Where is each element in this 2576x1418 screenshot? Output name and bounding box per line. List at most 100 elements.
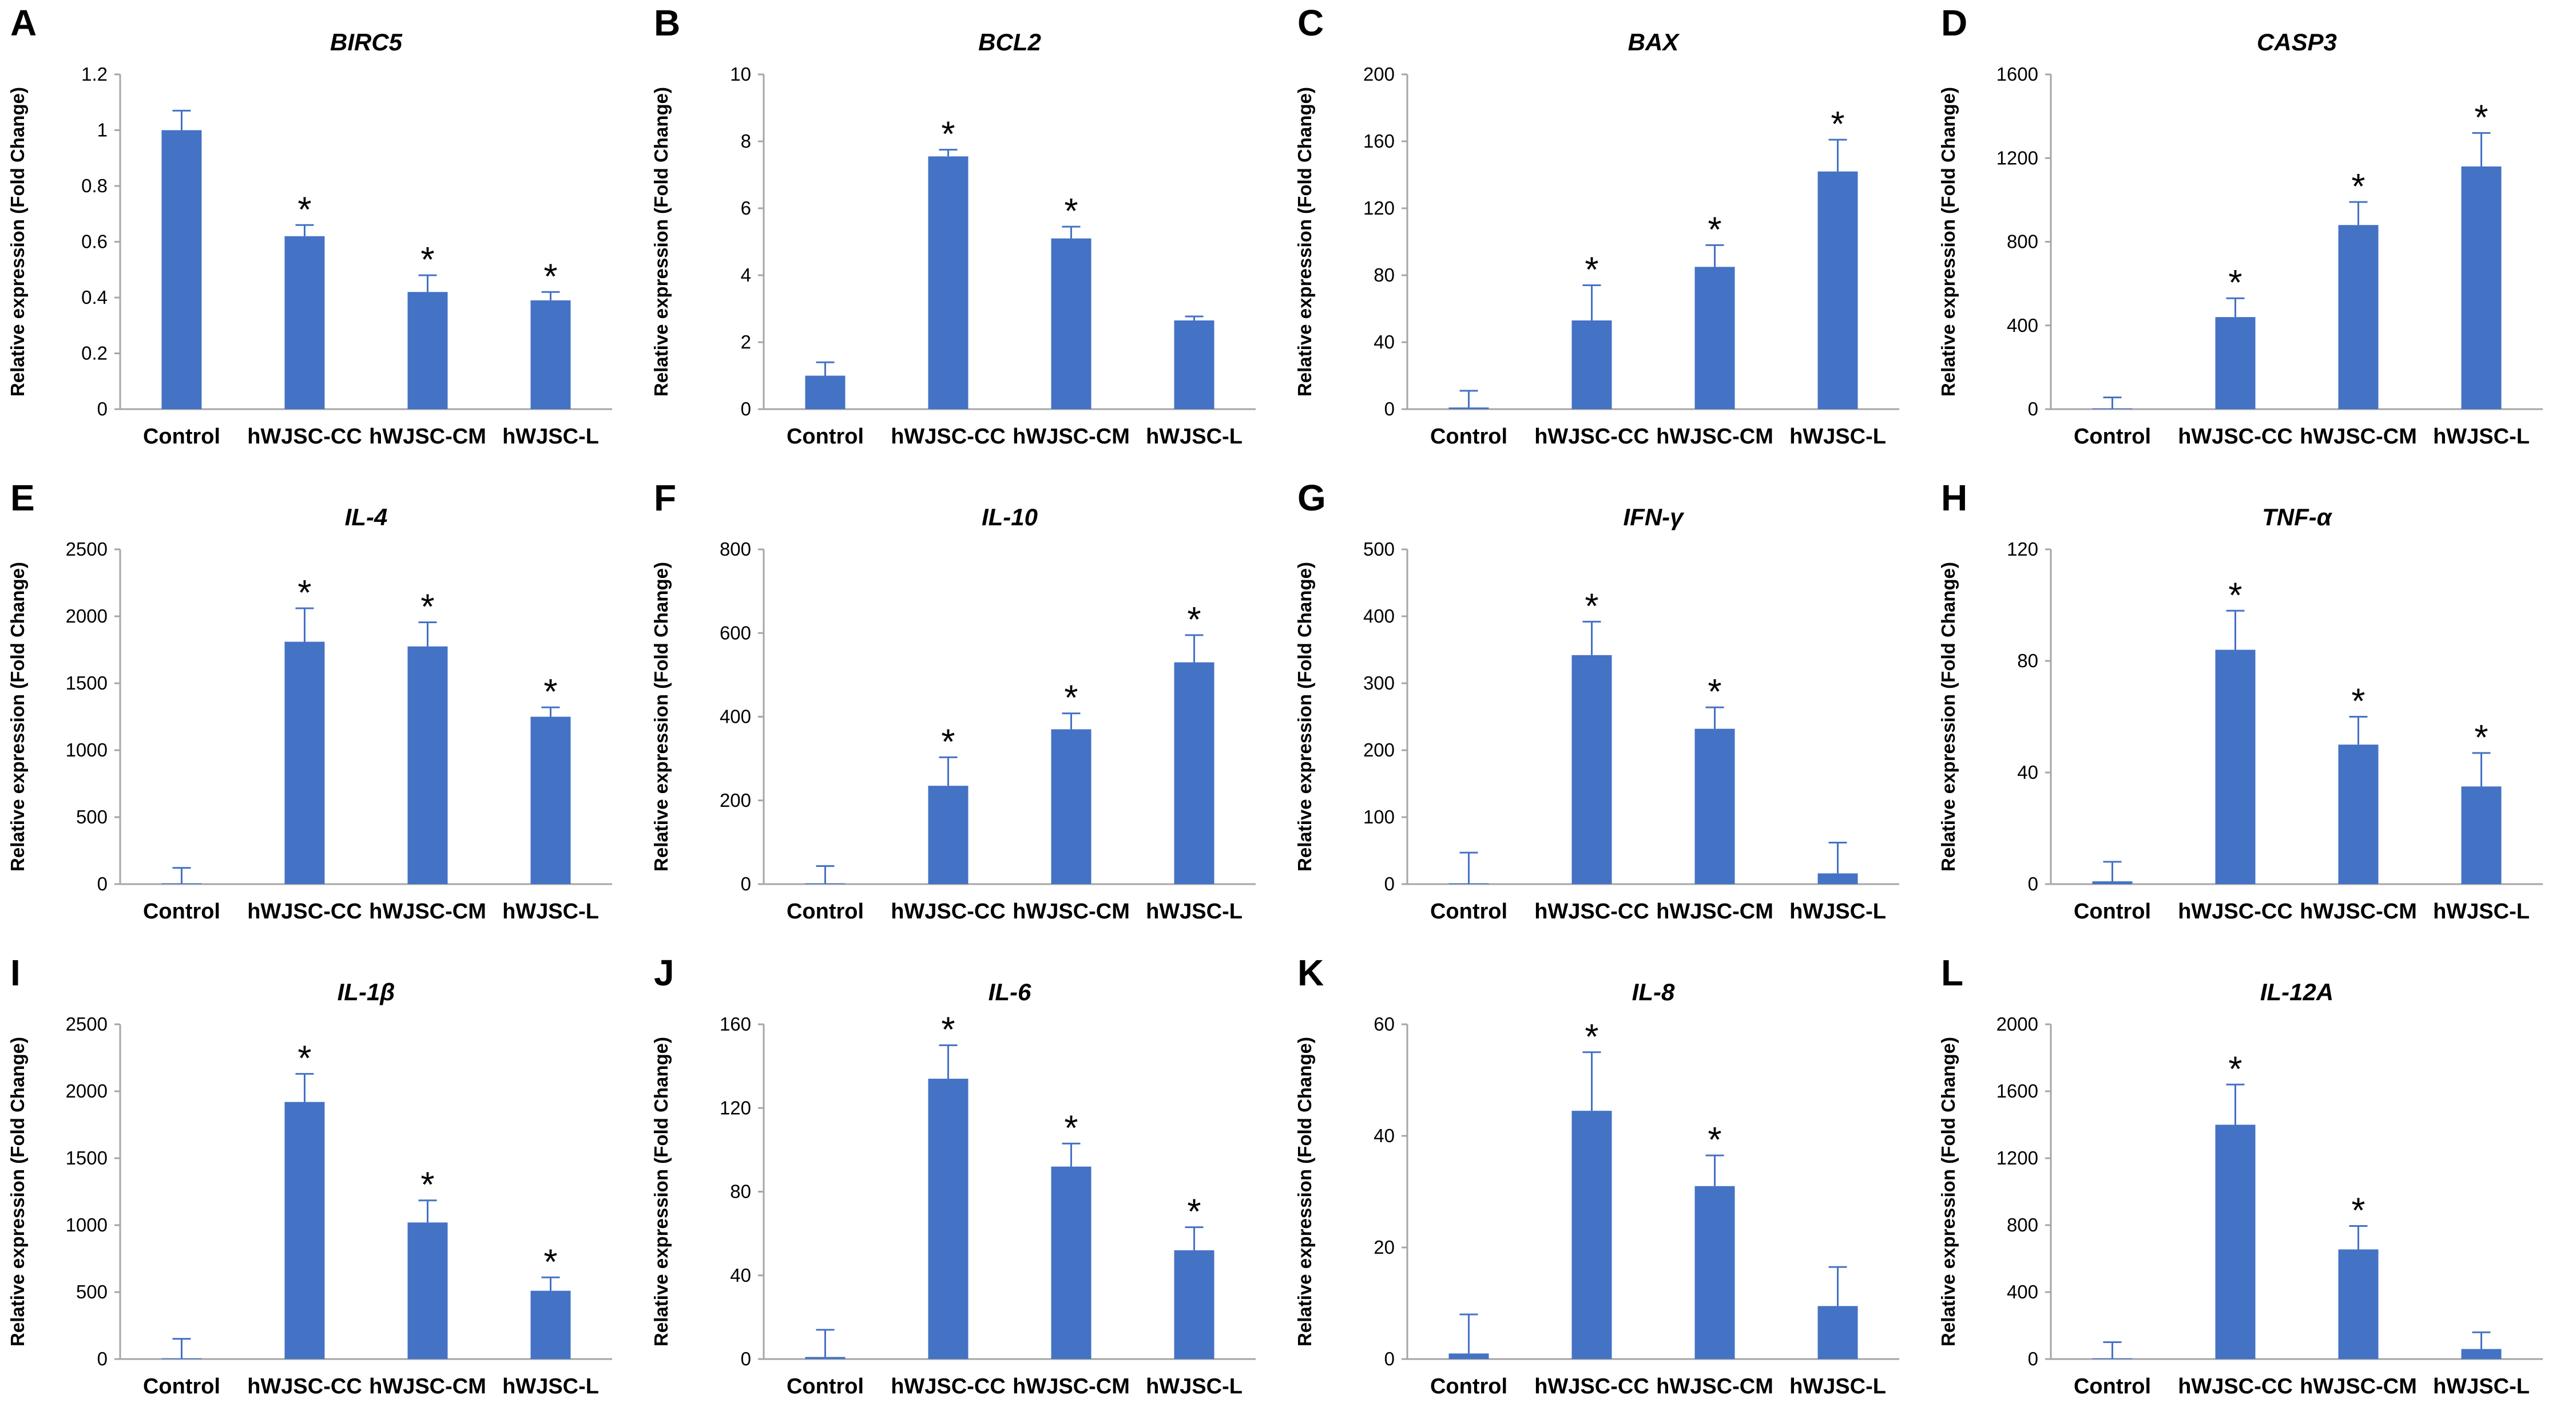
x-tick-label: hWJSC-CM	[2300, 425, 2417, 449]
bar-control	[161, 883, 202, 884]
panel-letter: A	[10, 2, 37, 43]
y-axis-label: Relative expression (Fold Change)	[7, 87, 28, 397]
y-tick-label: 0	[97, 873, 108, 894]
y-tick-label: 0	[741, 398, 751, 419]
panel-title: IL-8	[1632, 979, 1675, 1005]
x-tick-label: hWJSC-CM	[369, 425, 486, 449]
y-tick-label: 400	[720, 706, 751, 727]
panel-letter: G	[1297, 477, 1326, 518]
panel-j: J IL-6 Relative expression (Fold Change) 0 4…	[650, 952, 1256, 1399]
bar-control	[805, 1357, 846, 1359]
significance-star: *	[297, 190, 311, 229]
x-tick-label: hWJSC-CC	[891, 425, 1006, 449]
y-tick-label: 0	[1384, 1348, 1395, 1369]
y-tick-label: 120	[1363, 197, 1395, 219]
panel-f: F IL-10 Relative expression (Fold Change) 0…	[650, 477, 1256, 924]
y-tick-label: 6	[741, 197, 751, 219]
y-tick-label: 40	[730, 1265, 751, 1286]
significance-star: *	[941, 722, 955, 762]
x-tick-label: hWJSC-CM	[1013, 1375, 1130, 1399]
x-tick-label: hWJSC-CC	[2178, 900, 2293, 924]
panel-l: L IL-12A Relative expression (Fold Change)…	[1938, 952, 2543, 1399]
y-tick-label: 500	[1363, 538, 1395, 560]
bar-hwjsc-cc	[928, 156, 969, 409]
bar-hwjsc-cm	[407, 1222, 448, 1359]
y-tick-label: 160	[720, 1013, 751, 1035]
significance-star: *	[2228, 576, 2242, 615]
bar-control	[805, 375, 846, 409]
bar-hwjsc-l	[2461, 786, 2502, 884]
panel-letter: D	[1941, 2, 1967, 43]
bar-hwjsc-l	[1174, 1250, 1214, 1359]
x-tick-label: hWJSC-L	[2433, 1375, 2530, 1399]
x-tick-label: Control	[1430, 1375, 1507, 1399]
y-tick-label: 1500	[66, 672, 108, 694]
significance-star: *	[1064, 192, 1078, 231]
y-tick-label: 0	[2028, 398, 2038, 419]
y-tick-label: 500	[76, 1281, 108, 1302]
panel-title: IL-10	[982, 504, 1038, 530]
significance-star: *	[2351, 167, 2365, 207]
y-tick-label: 160	[1363, 130, 1395, 152]
y-axis-label: Relative expression (Fold Change)	[1938, 87, 1959, 397]
x-tick-label: Control	[1430, 900, 1507, 924]
y-tick-label: 0.2	[81, 343, 108, 364]
panel-title: IL-12A	[2260, 979, 2333, 1005]
y-tick-label: 1000	[66, 1214, 108, 1235]
y-tick-label: 800	[720, 538, 751, 560]
y-axis-label: Relative expression (Fold Change)	[1938, 1037, 1959, 1346]
y-axis-label: Relative expression (Fold Change)	[650, 87, 672, 397]
x-tick-label: hWJSC-L	[1146, 900, 1243, 924]
x-tick-label: hWJSC-CM	[1013, 425, 1130, 449]
bar-hwjsc-cm	[1694, 267, 1735, 409]
significance-star: *	[1831, 105, 1844, 144]
y-tick-label: 100	[1363, 806, 1395, 827]
x-tick-label: hWJSC-CM	[2300, 1375, 2417, 1399]
y-tick-label: 120	[2007, 538, 2038, 560]
y-tick-label: 800	[2007, 1214, 2038, 1235]
x-tick-label: hWJSC-L	[1146, 1375, 1243, 1399]
y-tick-label: 40	[1374, 1125, 1395, 1146]
bar-control	[2092, 1358, 2133, 1359]
x-tick-label: Control	[143, 1375, 220, 1399]
y-tick-label: 2000	[66, 605, 108, 627]
y-tick-label: 60	[1374, 1013, 1395, 1035]
panel-letter: I	[10, 952, 21, 993]
x-tick-label: Control	[2074, 900, 2151, 924]
y-tick-label: 0	[97, 1348, 108, 1369]
y-tick-label: 400	[1363, 605, 1395, 627]
y-axis-label: Relative expression (Fold Change)	[650, 1037, 672, 1346]
significance-star: *	[297, 573, 311, 613]
bar-hwjsc-cc	[928, 786, 969, 884]
y-tick-label: 40	[2017, 762, 2038, 783]
y-tick-label: 0	[2028, 1348, 2038, 1369]
bar-hwjsc-l	[1817, 873, 1858, 884]
significance-star: *	[420, 588, 434, 627]
bar-control	[1448, 407, 1489, 409]
bar-hwjsc-cm	[1051, 729, 1091, 884]
y-tick-label: 80	[730, 1181, 751, 1202]
panel-letter: H	[1941, 477, 1967, 518]
significance-star: *	[420, 1166, 434, 1205]
x-tick-label: Control	[787, 425, 864, 449]
significance-star: *	[1585, 251, 1598, 290]
bar-hwjsc-cm	[2338, 225, 2379, 409]
y-axis-label: Relative expression (Fold Change)	[7, 562, 28, 872]
bar-hwjsc-l	[1174, 662, 1214, 884]
significance-star: *	[543, 257, 557, 296]
panel-g: G IFN-γ Relative expression (Fold Change) 0…	[1294, 477, 1899, 924]
y-tick-label: 800	[2007, 231, 2038, 252]
significance-star: *	[1708, 1120, 1721, 1160]
significance-star: *	[1708, 210, 1721, 249]
x-tick-label: hWJSC-CM	[2300, 900, 2417, 924]
y-tick-label: 0	[1384, 398, 1395, 419]
y-axis-label: Relative expression (Fold Change)	[1294, 562, 1315, 872]
x-tick-label: hWJSC-L	[1789, 1375, 1886, 1399]
y-tick-label: 0	[2028, 873, 2038, 894]
x-tick-label: Control	[1430, 425, 1507, 449]
y-tick-label: 20	[1374, 1237, 1395, 1258]
y-tick-label: 1600	[1997, 64, 2038, 85]
bar-control	[161, 1358, 202, 1359]
x-tick-label: hWJSC-L	[1789, 900, 1886, 924]
